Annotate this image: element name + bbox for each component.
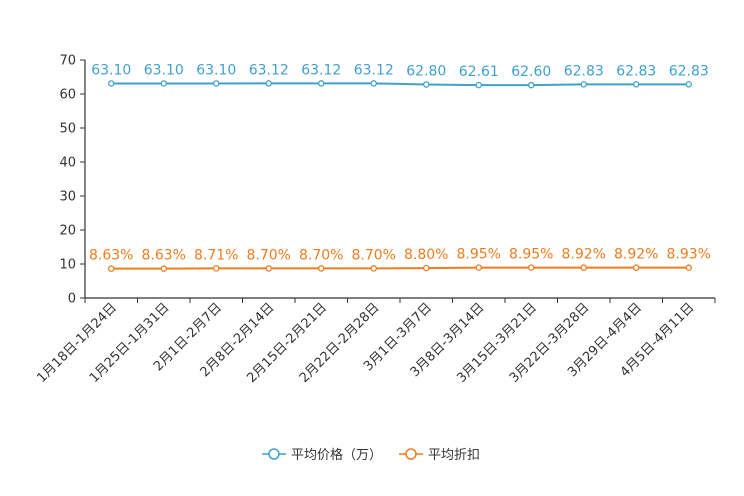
data-label: 63.12 <box>354 62 394 78</box>
data-point[interactable] <box>633 264 640 271</box>
data-label: 62.60 <box>511 64 551 80</box>
data-point[interactable] <box>108 265 115 272</box>
data-label: 63.10 <box>144 62 184 78</box>
data-label: 8.70% <box>299 247 343 263</box>
data-label: 8.63% <box>89 248 133 264</box>
y-tick-label: 30 <box>59 190 76 205</box>
data-label: 63.12 <box>249 62 289 78</box>
data-label: 62.80 <box>406 63 446 79</box>
data-point[interactable] <box>212 265 220 272</box>
chart-legend[interactable]: 平均价格（万） 平均折扣 <box>262 447 480 463</box>
data-point[interactable] <box>580 264 588 271</box>
data-label: 8.93% <box>667 247 711 263</box>
data-point[interactable] <box>370 80 377 87</box>
data-point[interactable] <box>528 264 535 271</box>
y-tick-label: 20 <box>59 224 76 239</box>
y-tick-label: 50 <box>59 122 76 137</box>
data-label: 8.70% <box>352 247 396 263</box>
data-point[interactable] <box>475 81 482 89</box>
data-point[interactable] <box>422 81 430 88</box>
legend-label: 平均价格（万） <box>291 447 382 463</box>
data-point[interactable] <box>317 265 325 272</box>
data-label: 62.61 <box>459 64 499 80</box>
data-label: 8.95% <box>509 247 553 263</box>
series-1: 8.63% 8.63% 8.71% 8.70% 8.70% 8.70% 8.80% 8.95%… <box>89 247 711 272</box>
chart-series: 63.10 63.10 63.10 63.12 63.12 63.12 62.80 62.61… <box>89 62 711 272</box>
data-label: 8.95% <box>457 247 501 263</box>
data-label: 62.83 <box>669 63 709 79</box>
data-point[interactable] <box>475 264 482 271</box>
data-label: 63.10 <box>196 62 236 78</box>
data-label: 8.80% <box>404 247 448 263</box>
data-point[interactable] <box>160 265 167 272</box>
data-point[interactable] <box>265 80 272 87</box>
data-point[interactable] <box>265 265 272 272</box>
data-label: 62.83 <box>564 63 604 79</box>
data-point[interactable] <box>317 80 325 87</box>
legend-marker-icon <box>405 448 417 460</box>
chart-axes <box>80 59 716 303</box>
series-line <box>111 266 689 270</box>
data-point[interactable] <box>370 265 377 272</box>
data-point[interactable] <box>580 81 588 88</box>
data-label: 8.92% <box>614 247 658 263</box>
data-point[interactable] <box>422 264 430 272</box>
data-point[interactable] <box>108 80 115 87</box>
series-line <box>111 82 689 87</box>
data-point[interactable] <box>633 81 640 88</box>
y-tick-label: 0 <box>68 292 76 307</box>
data-label: 8.92% <box>562 247 606 263</box>
x-axis-labels: 1月18日-1月24日1月25日-1月31日2月1日-2月7日2月8日-2月14… <box>34 300 697 386</box>
data-point[interactable] <box>685 81 693 88</box>
data-point[interactable] <box>160 80 167 87</box>
series-0: 63.10 63.10 63.10 63.12 63.12 63.12 62.80 62.61… <box>91 62 709 89</box>
data-label: 63.12 <box>301 62 341 78</box>
data-point[interactable] <box>685 264 693 271</box>
legend-label: 平均折扣 <box>428 448 480 463</box>
legend-marker-icon <box>268 448 280 460</box>
data-label: 8.70% <box>247 247 291 263</box>
legend-item-1[interactable]: 平均折扣 <box>399 448 480 463</box>
data-label: 63.10 <box>91 62 131 78</box>
y-axis-labels: 0 10 20 30 40 50 60 70 <box>59 54 76 307</box>
y-tick-label: 10 <box>59 258 76 273</box>
data-label: 62.83 <box>616 63 656 79</box>
y-tick-label: 40 <box>59 156 76 171</box>
data-label: 8.63% <box>142 248 186 264</box>
data-label: 8.71% <box>194 247 238 263</box>
y-tick-label: 70 <box>59 54 76 69</box>
y-tick-label: 60 <box>59 88 76 103</box>
legend-item-0[interactable]: 平均价格（万） <box>262 447 382 463</box>
data-point[interactable] <box>212 80 220 87</box>
data-point[interactable] <box>528 81 535 89</box>
